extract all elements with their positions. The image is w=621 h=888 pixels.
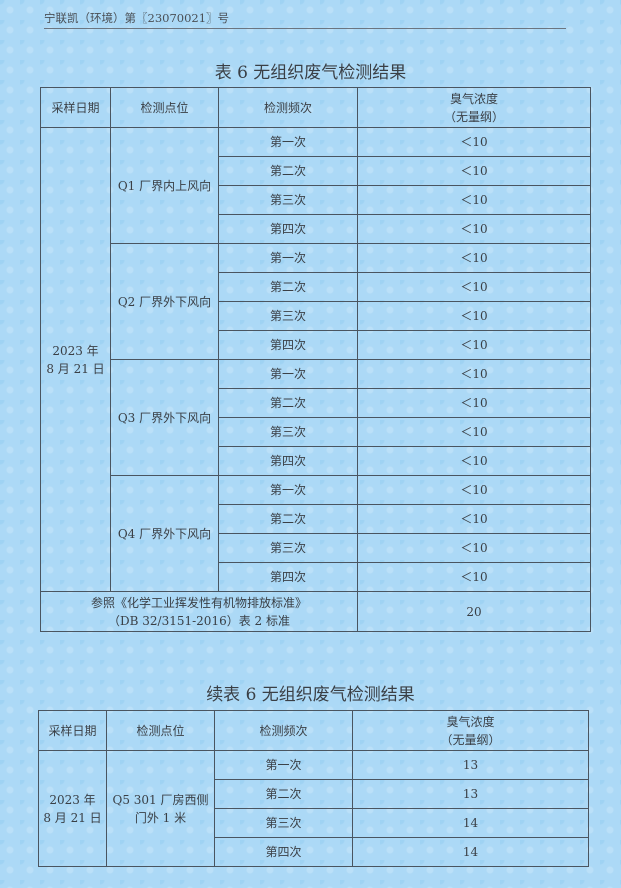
table2: 采样日期 检测点位 检测频次 臭气浓度 （无量纲） 2023 年 8 月 21 日 Q… xyxy=(38,710,589,867)
odor-value-cell: ＜10 xyxy=(357,185,591,215)
odor-label: 臭气浓度 xyxy=(446,714,495,729)
frequency-cell: 第一次 xyxy=(218,243,358,273)
frequency-cell: 第二次 xyxy=(214,779,353,809)
frequency-cell: 第三次 xyxy=(214,808,353,838)
odor-value-cell: ＜10 xyxy=(357,446,591,476)
table-row: 第四次 14 xyxy=(39,837,589,867)
odor-label: 臭气浓度 xyxy=(449,91,498,106)
odor-value-cell: ＜10 xyxy=(357,214,591,244)
frequency-cell: 第一次 xyxy=(214,750,353,780)
odor-value-cell: ＜10 xyxy=(357,156,591,186)
frequency-cell: 第一次 xyxy=(218,359,358,389)
col-header-point: 检测点位 xyxy=(110,87,219,128)
col-header-odor: 臭气浓度 （无量纲） xyxy=(357,87,591,128)
table2-header-row: 采样日期 检测点位 检测频次 臭气浓度 （无量纲） xyxy=(38,710,589,751)
reference-line: （DB 32/3151-2016）表 2 标准 xyxy=(108,613,290,628)
table-row: 第二次 13 xyxy=(39,779,589,809)
odor-value-cell: ＜10 xyxy=(357,533,591,563)
frequency-cell: 第二次 xyxy=(218,272,358,302)
odor-value-cell: ＜10 xyxy=(357,301,591,331)
frequency-cell: 第二次 xyxy=(218,504,358,534)
frequency-cell: 第三次 xyxy=(218,417,358,447)
frequency-cell: 第四次 xyxy=(218,446,358,476)
table1-title: 表 6 无组织废气检测结果 xyxy=(214,63,407,83)
frequency-cell: 第一次 xyxy=(218,475,358,505)
odor-value-cell: ＜10 xyxy=(357,243,591,273)
frequency-cell: 第四次 xyxy=(214,837,353,867)
col-header-date: 采样日期 xyxy=(40,87,111,128)
frequency-cell: 第三次 xyxy=(218,533,358,563)
table-row: Q2 厂界外下风向 第一次 ＜10 xyxy=(41,243,591,360)
odor-value-cell: ＜10 xyxy=(357,330,591,360)
frequency-cell: 第二次 xyxy=(218,156,358,186)
sampling-date-cell: 2023 年 8 月 21 日 xyxy=(40,127,111,592)
frequency-cell: 第二次 xyxy=(218,388,358,418)
frequency-cell: 第四次 xyxy=(218,214,358,244)
table-row: 第二次 ＜10 xyxy=(41,156,591,186)
cell-line: 2023 年 xyxy=(52,343,99,358)
odor-value-cell: 14 xyxy=(352,808,589,838)
odor-value-cell: ＜10 xyxy=(357,475,591,505)
table-row: 第四次 ＜10 xyxy=(41,562,591,592)
reference-limit-value: 20 xyxy=(357,591,591,632)
reference-line: 参照《化学工业挥发性有机物排放标准》 xyxy=(90,595,307,610)
table-row: 第二次 ＜10 xyxy=(41,504,591,534)
frequency-cell: 第三次 xyxy=(218,185,358,215)
frequency-cell: 第一次 xyxy=(218,127,358,157)
cell-line: 8 月 21 日 xyxy=(46,361,105,376)
monitoring-point-cell: Q4 厂界外下风向 xyxy=(110,475,219,592)
table-row: Q4 厂界外下风向 第一次 ＜10 xyxy=(41,475,591,592)
cell-line: 8 月 21 日 xyxy=(43,810,102,825)
monitoring-point-cell: Q1 厂界内上风向 xyxy=(110,127,219,244)
odor-value-cell: 13 xyxy=(352,750,589,780)
table-row: 第三次 14 xyxy=(39,808,589,838)
frequency-cell: 第三次 xyxy=(218,301,358,331)
cell-line: Q5 301 厂房西侧 xyxy=(112,792,209,807)
odor-value-cell: ＜10 xyxy=(357,359,591,389)
reference-standard-row: 参照《化学工业挥发性有机物排放标准》 （DB 32/3151-2016）表 2 标… xyxy=(40,591,591,632)
col-header-point: 检测点位 xyxy=(106,710,215,751)
odor-value-cell: ＜10 xyxy=(357,127,591,157)
odor-unit: （无量纲） xyxy=(440,732,501,747)
odor-value-cell: 14 xyxy=(352,837,589,867)
odor-unit: （无量纲） xyxy=(443,109,504,124)
sampling-date-cell: 2023 年 8 月 21 日 xyxy=(38,750,107,867)
table-row: 第二次 ＜10 xyxy=(41,272,591,302)
col-header-odor: 臭气浓度 （无量纲） xyxy=(352,710,589,751)
table-row: 第二次 ＜10 xyxy=(41,388,591,418)
col-header-frequency: 检测频次 xyxy=(214,710,353,751)
odor-value-cell: ＜10 xyxy=(357,562,591,592)
col-header-date: 采样日期 xyxy=(38,710,107,751)
col-header-frequency: 检测频次 xyxy=(218,87,358,128)
table-row: 第三次 ＜10 xyxy=(41,301,591,331)
table-row: 第四次 ＜10 xyxy=(41,214,591,244)
monitoring-point-cell: Q3 厂界外下风向 xyxy=(110,359,219,476)
frequency-cell: 第四次 xyxy=(218,330,358,360)
table2-title: 续表 6 无组织废气检测结果 xyxy=(206,685,415,705)
odor-value-cell: ＜10 xyxy=(357,272,591,302)
header-divider xyxy=(44,28,566,29)
odor-value-cell: ＜10 xyxy=(357,417,591,447)
table-row: 第三次 ＜10 xyxy=(41,185,591,215)
cell-line: 门外 1 米 xyxy=(134,810,187,825)
reference-standard-cell: 参照《化学工业挥发性有机物排放标准》 （DB 32/3151-2016）表 2 标… xyxy=(40,591,358,632)
odor-value-cell: 13 xyxy=(352,779,589,809)
cell-line: 2023 年 xyxy=(49,792,96,807)
monitoring-point-cell: Q5 301 厂房西侧 门外 1 米 xyxy=(106,750,215,867)
odor-value-cell: ＜10 xyxy=(357,388,591,418)
table-row: Q3 厂界外下风向 第一次 ＜10 xyxy=(41,359,591,476)
odor-value-cell: ＜10 xyxy=(357,504,591,534)
table1-header-row: 采样日期 检测点位 检测频次 臭气浓度 （无量纲） xyxy=(40,87,591,128)
document-number: 宁联凯（环境）第〖23070021〗号 xyxy=(44,11,230,25)
table-row: 第四次 ＜10 xyxy=(41,330,591,360)
monitoring-point-cell: Q2 厂界外下风向 xyxy=(110,243,219,360)
table-row: 第三次 ＜10 xyxy=(41,417,591,447)
frequency-cell: 第四次 xyxy=(218,562,358,592)
